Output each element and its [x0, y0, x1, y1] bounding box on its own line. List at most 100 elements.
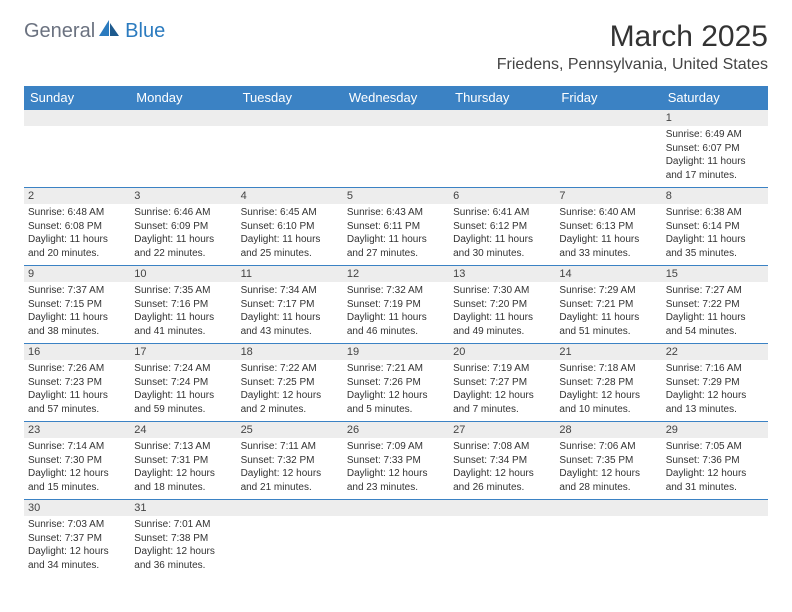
- sunrise-text: Sunrise: 6:46 AM: [134, 206, 232, 220]
- daylight-text: Daylight: 12 hours and 7 minutes.: [453, 389, 551, 416]
- sunrise-text: Sunrise: 7:05 AM: [666, 440, 764, 454]
- day-details: Sunrise: 7:29 AMSunset: 7:21 PMDaylight:…: [555, 282, 661, 340]
- daylight-text: Daylight: 12 hours and 23 minutes.: [347, 467, 445, 494]
- daylight-text: Daylight: 12 hours and 5 minutes.: [347, 389, 445, 416]
- day-details: Sunrise: 6:38 AMSunset: 6:14 PMDaylight:…: [662, 204, 768, 262]
- day-cell: 21Sunrise: 7:18 AMSunset: 7:28 PMDayligh…: [555, 344, 661, 422]
- sunrise-text: Sunrise: 6:40 AM: [559, 206, 657, 220]
- sunset-text: Sunset: 7:22 PM: [666, 298, 764, 312]
- day-cell: [555, 500, 661, 578]
- day-cell: [555, 110, 661, 188]
- day-cell: 28Sunrise: 7:06 AMSunset: 7:35 PMDayligh…: [555, 422, 661, 500]
- daylight-text: Daylight: 11 hours and 46 minutes.: [347, 311, 445, 338]
- col-monday: Monday: [130, 86, 236, 110]
- day-details: Sunrise: 7:27 AMSunset: 7:22 PMDaylight:…: [662, 282, 768, 340]
- sunrise-text: Sunrise: 7:01 AM: [134, 518, 232, 532]
- day-details: Sunrise: 7:11 AMSunset: 7:32 PMDaylight:…: [237, 438, 343, 496]
- sunset-text: Sunset: 7:23 PM: [28, 376, 126, 390]
- sunset-text: Sunset: 7:33 PM: [347, 454, 445, 468]
- day-number: 28: [555, 422, 661, 438]
- day-cell: 5Sunrise: 6:43 AMSunset: 6:11 PMDaylight…: [343, 188, 449, 266]
- col-thursday: Thursday: [449, 86, 555, 110]
- daylight-text: Daylight: 11 hours and 49 minutes.: [453, 311, 551, 338]
- day-cell: [449, 110, 555, 188]
- sunrise-text: Sunrise: 7:29 AM: [559, 284, 657, 298]
- sunset-text: Sunset: 6:08 PM: [28, 220, 126, 234]
- day-number: [237, 110, 343, 126]
- day-number: 21: [555, 344, 661, 360]
- day-details: Sunrise: 6:41 AMSunset: 6:12 PMDaylight:…: [449, 204, 555, 262]
- day-cell: 24Sunrise: 7:13 AMSunset: 7:31 PMDayligh…: [130, 422, 236, 500]
- day-details: Sunrise: 7:08 AMSunset: 7:34 PMDaylight:…: [449, 438, 555, 496]
- sunrise-text: Sunrise: 7:35 AM: [134, 284, 232, 298]
- week-row: 9Sunrise: 7:37 AMSunset: 7:15 PMDaylight…: [24, 266, 768, 344]
- day-cell: [130, 110, 236, 188]
- day-details: Sunrise: 7:01 AMSunset: 7:38 PMDaylight:…: [130, 516, 236, 574]
- day-cell: [24, 110, 130, 188]
- week-row: 30Sunrise: 7:03 AMSunset: 7:37 PMDayligh…: [24, 500, 768, 578]
- sunrise-text: Sunrise: 7:34 AM: [241, 284, 339, 298]
- daylight-text: Daylight: 11 hours and 30 minutes.: [453, 233, 551, 260]
- daylight-text: Daylight: 12 hours and 13 minutes.: [666, 389, 764, 416]
- col-sunday: Sunday: [24, 86, 130, 110]
- week-row: 2Sunrise: 6:48 AMSunset: 6:08 PMDaylight…: [24, 188, 768, 266]
- day-number: 22: [662, 344, 768, 360]
- day-cell: 23Sunrise: 7:14 AMSunset: 7:30 PMDayligh…: [24, 422, 130, 500]
- col-wednesday: Wednesday: [343, 86, 449, 110]
- day-cell: 3Sunrise: 6:46 AMSunset: 6:09 PMDaylight…: [130, 188, 236, 266]
- day-cell: 11Sunrise: 7:34 AMSunset: 7:17 PMDayligh…: [237, 266, 343, 344]
- sunrise-text: Sunrise: 6:38 AM: [666, 206, 764, 220]
- week-row: 1Sunrise: 6:49 AMSunset: 6:07 PMDaylight…: [24, 110, 768, 188]
- day-number: 29: [662, 422, 768, 438]
- day-details: Sunrise: 7:32 AMSunset: 7:19 PMDaylight:…: [343, 282, 449, 340]
- day-number: 11: [237, 266, 343, 282]
- day-number: [555, 110, 661, 126]
- day-number: 12: [343, 266, 449, 282]
- sunset-text: Sunset: 7:15 PM: [28, 298, 126, 312]
- daylight-text: Daylight: 11 hours and 59 minutes.: [134, 389, 232, 416]
- day-number: [555, 500, 661, 516]
- day-number: 27: [449, 422, 555, 438]
- day-cell: [237, 110, 343, 188]
- day-details: Sunrise: 7:19 AMSunset: 7:27 PMDaylight:…: [449, 360, 555, 418]
- day-cell: 4Sunrise: 6:45 AMSunset: 6:10 PMDaylight…: [237, 188, 343, 266]
- daylight-text: Daylight: 11 hours and 20 minutes.: [28, 233, 126, 260]
- day-details: Sunrise: 7:05 AMSunset: 7:36 PMDaylight:…: [662, 438, 768, 496]
- day-number: 2: [24, 188, 130, 204]
- day-details: Sunrise: 7:21 AMSunset: 7:26 PMDaylight:…: [343, 360, 449, 418]
- day-number: [343, 110, 449, 126]
- day-cell: 17Sunrise: 7:24 AMSunset: 7:24 PMDayligh…: [130, 344, 236, 422]
- day-number: 10: [130, 266, 236, 282]
- daylight-text: Daylight: 11 hours and 54 minutes.: [666, 311, 764, 338]
- day-details: Sunrise: 7:18 AMSunset: 7:28 PMDaylight:…: [555, 360, 661, 418]
- sunrise-text: Sunrise: 7:18 AM: [559, 362, 657, 376]
- sunrise-text: Sunrise: 7:26 AM: [28, 362, 126, 376]
- day-cell: 15Sunrise: 7:27 AMSunset: 7:22 PMDayligh…: [662, 266, 768, 344]
- day-details: Sunrise: 7:35 AMSunset: 7:16 PMDaylight:…: [130, 282, 236, 340]
- day-cell: 7Sunrise: 6:40 AMSunset: 6:13 PMDaylight…: [555, 188, 661, 266]
- daylight-text: Daylight: 12 hours and 15 minutes.: [28, 467, 126, 494]
- day-number: [343, 500, 449, 516]
- sail-icon: [99, 20, 121, 43]
- day-number: 15: [662, 266, 768, 282]
- sunset-text: Sunset: 7:24 PM: [134, 376, 232, 390]
- sunrise-text: Sunrise: 6:41 AM: [453, 206, 551, 220]
- daylight-text: Daylight: 12 hours and 28 minutes.: [559, 467, 657, 494]
- day-number: 25: [237, 422, 343, 438]
- day-cell: 29Sunrise: 7:05 AMSunset: 7:36 PMDayligh…: [662, 422, 768, 500]
- daylight-text: Daylight: 12 hours and 2 minutes.: [241, 389, 339, 416]
- calendar-table: Sunday Monday Tuesday Wednesday Thursday…: [24, 86, 768, 578]
- day-number: 5: [343, 188, 449, 204]
- day-cell: 25Sunrise: 7:11 AMSunset: 7:32 PMDayligh…: [237, 422, 343, 500]
- title-block: March 2025 Friedens, Pennsylvania, Unite…: [497, 20, 768, 74]
- day-number: [237, 500, 343, 516]
- daylight-text: Daylight: 12 hours and 31 minutes.: [666, 467, 764, 494]
- sunset-text: Sunset: 6:10 PM: [241, 220, 339, 234]
- daylight-text: Daylight: 11 hours and 22 minutes.: [134, 233, 232, 260]
- day-number: 24: [130, 422, 236, 438]
- daylight-text: Daylight: 12 hours and 26 minutes.: [453, 467, 551, 494]
- sunset-text: Sunset: 7:21 PM: [559, 298, 657, 312]
- day-details: Sunrise: 7:06 AMSunset: 7:35 PMDaylight:…: [555, 438, 661, 496]
- sunset-text: Sunset: 7:32 PM: [241, 454, 339, 468]
- day-cell: [343, 500, 449, 578]
